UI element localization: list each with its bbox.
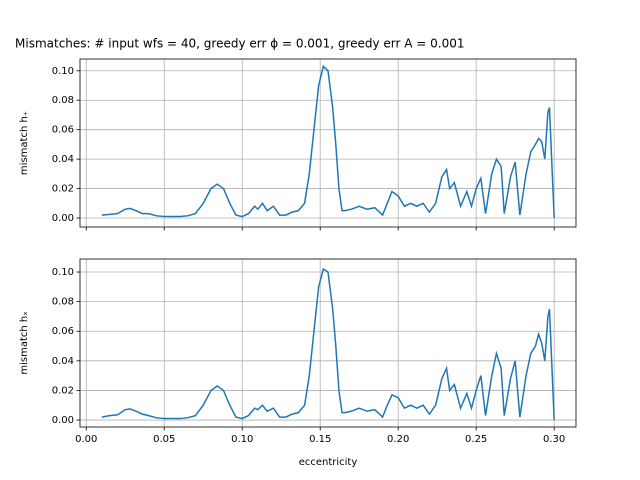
y-tick-label: 0.00 bbox=[52, 213, 74, 224]
x-tick-label: 0.15 bbox=[309, 434, 331, 445]
x-axis-label: eccentricity bbox=[299, 457, 358, 468]
data-line bbox=[101, 267, 555, 421]
y-axis-label: mismatch h₊ bbox=[19, 111, 30, 175]
x-tick-label: 0.30 bbox=[543, 434, 565, 445]
data-line bbox=[101, 64, 555, 219]
y-tick-label: 0.08 bbox=[52, 95, 74, 106]
x-tick-label: 0.20 bbox=[387, 434, 409, 445]
y-tick-label: 0.00 bbox=[52, 415, 74, 426]
y-tick-label: 0.06 bbox=[52, 326, 74, 337]
axes-frame bbox=[79, 58, 577, 228]
y-tick-label: 0.02 bbox=[52, 184, 74, 195]
x-tick-label: 0.10 bbox=[231, 434, 253, 445]
chart-title: Mismatches: # input wfs = 40, greedy err… bbox=[15, 37, 465, 51]
y-tick-label: 0.02 bbox=[52, 385, 74, 396]
y-axis-label: mismatch hₓ bbox=[19, 311, 30, 374]
x-tick-label: 0.25 bbox=[465, 434, 487, 445]
y-tick-label: 0.10 bbox=[52, 66, 74, 77]
y-tick-label: 0.10 bbox=[52, 267, 74, 278]
x-tick-label: 0.05 bbox=[153, 434, 175, 445]
y-tick-label: 0.06 bbox=[52, 125, 74, 136]
axes-frame bbox=[79, 258, 577, 428]
x-tick-label: 0.00 bbox=[75, 434, 97, 445]
y-tick-label: 0.04 bbox=[52, 356, 74, 367]
y-tick-label: 0.04 bbox=[52, 154, 74, 165]
y-tick-label: 0.08 bbox=[52, 297, 74, 308]
